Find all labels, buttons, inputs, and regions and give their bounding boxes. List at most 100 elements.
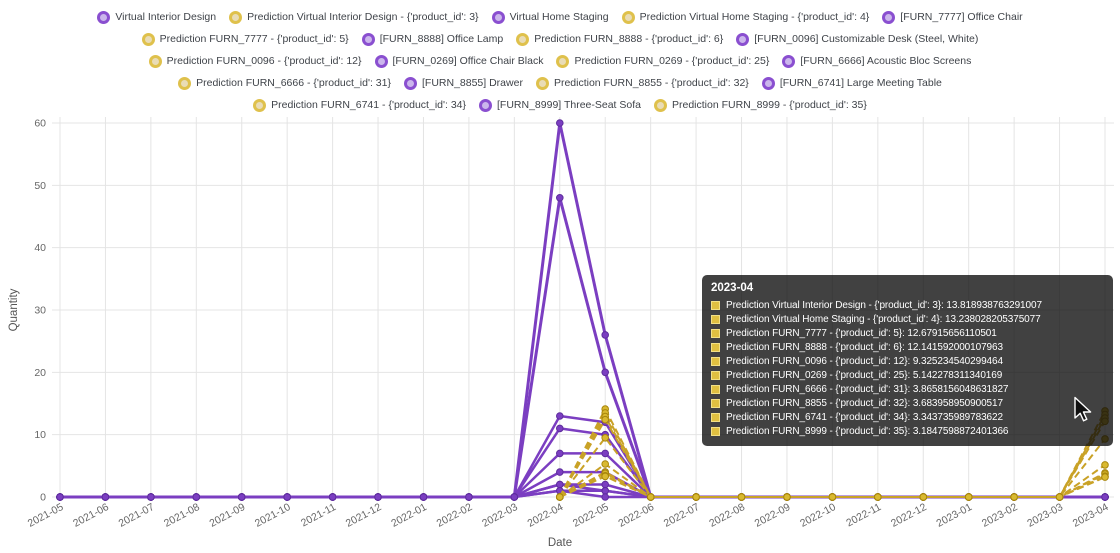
tooltip-row: Prediction Virtual Interior Design - {'p… xyxy=(711,298,1104,312)
data-point-marker xyxy=(964,493,973,501)
tooltip-row: Prediction FURN_8888 - {'product_id': 6}… xyxy=(711,340,1104,354)
series-color-swatch-icon xyxy=(711,328,720,338)
series-color-swatch-icon xyxy=(711,412,720,422)
legend-item[interactable]: Prediction Virtual Home Staging - {'prod… xyxy=(621,10,869,24)
legend-item[interactable]: Prediction FURN_8999 - {'product_id': 35… xyxy=(653,98,867,112)
chart-legend: Virtual Interior Design Prediction Virtua… xyxy=(0,6,1120,116)
data-point-marker xyxy=(601,472,610,481)
tooltip-row-text: Prediction FURN_8888 - {'product_id': 6}… xyxy=(726,341,1003,353)
legend-label: Prediction FURN_8855 - {'product_id': 32… xyxy=(553,77,749,89)
data-point-marker xyxy=(601,331,610,339)
data-point-marker xyxy=(737,493,746,501)
x-tick-label: 2022-07 xyxy=(662,501,702,530)
tooltip-rows: Prediction Virtual Interior Design - {'p… xyxy=(711,298,1104,438)
actual-series-marker-icon xyxy=(479,98,493,112)
legend-label: [FURN_8888] Office Lamp xyxy=(379,33,504,45)
legend-label: Prediction FURN_8999 - {'product_id': 35… xyxy=(671,99,867,111)
legend-item[interactable]: Prediction FURN_0096 - {'product_id': 12… xyxy=(148,54,362,68)
series-color-swatch-icon xyxy=(711,342,720,352)
actual-series-marker-icon xyxy=(97,10,111,24)
legend-label: Virtual Home Staging xyxy=(509,11,609,23)
prediction-series-marker-icon xyxy=(253,98,267,112)
prediction-series-marker-icon xyxy=(229,10,243,24)
data-point-marker xyxy=(419,493,428,501)
data-point-marker xyxy=(192,493,201,501)
data-point-marker xyxy=(828,493,837,501)
tooltip-row: Prediction FURN_6741 - {'product_id': 34… xyxy=(711,410,1104,424)
y-tick-label: 10 xyxy=(34,429,46,441)
legend-item[interactable]: [FURN_8888] Office Lamp xyxy=(361,32,504,46)
tooltip-row-text: Prediction FURN_6666 - {'product_id': 31… xyxy=(726,383,1009,395)
tooltip-row: Prediction FURN_8999 - {'product_id': 35… xyxy=(711,424,1104,438)
prediction-series-marker-icon xyxy=(516,32,530,46)
legend-item[interactable]: Prediction FURN_8888 - {'product_id': 6} xyxy=(516,32,724,46)
data-point-marker xyxy=(601,449,610,458)
legend-item[interactable]: [FURN_0096] Customizable Desk (Steel, Wh… xyxy=(736,32,978,46)
legend-item[interactable]: [FURN_6741] Large Meeting Table xyxy=(761,76,942,90)
legend-item[interactable]: [FURN_6666] Acoustic Bloc Screens xyxy=(782,54,971,68)
data-point-marker xyxy=(646,493,655,501)
data-point-marker xyxy=(556,424,564,433)
series-color-swatch-icon xyxy=(711,314,720,324)
prediction-series-marker-icon xyxy=(141,32,155,46)
legend-item[interactable]: Virtual Home Staging xyxy=(491,10,609,24)
x-tick-label: 2023-04 xyxy=(1071,501,1111,530)
series-color-swatch-icon xyxy=(711,356,720,366)
legend-item[interactable]: Prediction Virtual Interior Design - {'p… xyxy=(229,10,479,24)
x-tick-label: 2022-06 xyxy=(616,501,656,530)
legend-item[interactable]: [FURN_8999] Three-Seat Sofa xyxy=(479,98,641,112)
series-color-swatch-icon xyxy=(711,384,720,394)
data-point-marker xyxy=(874,493,882,501)
legend-label: Virtual Interior Design xyxy=(115,11,217,23)
prediction-series-marker-icon xyxy=(178,76,192,90)
data-point-marker xyxy=(556,468,564,476)
x-tick-label: 2021-12 xyxy=(344,501,384,530)
tooltip-row: Prediction FURN_0269 - {'product_id': 25… xyxy=(711,368,1104,382)
y-tick-label: 40 xyxy=(34,242,46,254)
tooltip-row: Prediction FURN_6666 - {'product_id': 31… xyxy=(711,382,1104,396)
data-point-marker xyxy=(556,119,564,127)
legend-item[interactable]: Prediction FURN_6666 - {'product_id': 31… xyxy=(178,76,391,90)
prediction-series-marker-icon xyxy=(653,98,667,112)
x-tick-label: 2022-08 xyxy=(707,501,747,530)
data-point-marker xyxy=(510,493,519,501)
tooltip-row: Prediction Virtual Home Staging - {'prod… xyxy=(711,312,1104,326)
tooltip-row-text: Prediction FURN_8855 - {'product_id': 32… xyxy=(726,397,1003,409)
data-point-marker xyxy=(465,493,473,501)
series-color-swatch-icon xyxy=(711,300,720,310)
x-tick-label: 2023-02 xyxy=(980,501,1020,530)
legend-item[interactable]: [FURN_7777] Office Chair xyxy=(882,10,1023,24)
y-tick-label: 60 xyxy=(34,118,46,130)
x-tick-label: 2022-04 xyxy=(526,501,566,530)
data-point-marker xyxy=(601,368,610,377)
legend-item[interactable]: Prediction FURN_7777 - {'product_id': 5} xyxy=(141,32,349,46)
legend-label: Prediction FURN_0269 - {'product_id': 25… xyxy=(574,55,770,67)
legend-item[interactable]: [FURN_8855] Drawer xyxy=(403,76,523,90)
x-tick-label: 2021-07 xyxy=(117,501,157,530)
x-tick-label: 2022-02 xyxy=(435,501,475,530)
y-tick-label: 20 xyxy=(34,367,46,379)
legend-item[interactable]: Prediction FURN_6741 - {'product_id': 34… xyxy=(253,98,466,112)
actual-series-marker-icon xyxy=(491,10,505,24)
x-tick-label: 2023-01 xyxy=(934,501,974,530)
data-point-marker xyxy=(556,480,564,489)
mouse-pointer-icon xyxy=(1074,396,1092,422)
data-point-marker xyxy=(328,493,337,501)
legend-item[interactable]: Prediction FURN_0269 - {'product_id': 25… xyxy=(556,54,770,68)
actual-series-marker-icon xyxy=(761,76,775,90)
actual-series-marker-icon xyxy=(374,54,388,68)
chart-tooltip: 2023-04 Prediction Virtual Interior Desi… xyxy=(702,275,1113,446)
data-point-marker xyxy=(1055,493,1064,501)
legend-label: Prediction FURN_8888 - {'product_id': 6} xyxy=(534,33,724,45)
data-point-marker xyxy=(556,449,564,458)
data-point-marker xyxy=(556,412,564,420)
tooltip-row-text: Prediction Virtual Home Staging - {'prod… xyxy=(726,313,1041,325)
data-point-marker xyxy=(374,493,382,501)
legend-item[interactable]: Prediction FURN_8855 - {'product_id': 32… xyxy=(535,76,749,90)
series-color-swatch-icon xyxy=(711,398,720,408)
x-tick-label: 2021-05 xyxy=(26,501,66,530)
legend-item[interactable]: [FURN_0269] Office Chair Black xyxy=(374,54,543,68)
legend-item[interactable]: Virtual Interior Design xyxy=(97,10,217,24)
actual-series-marker-icon xyxy=(782,54,796,68)
